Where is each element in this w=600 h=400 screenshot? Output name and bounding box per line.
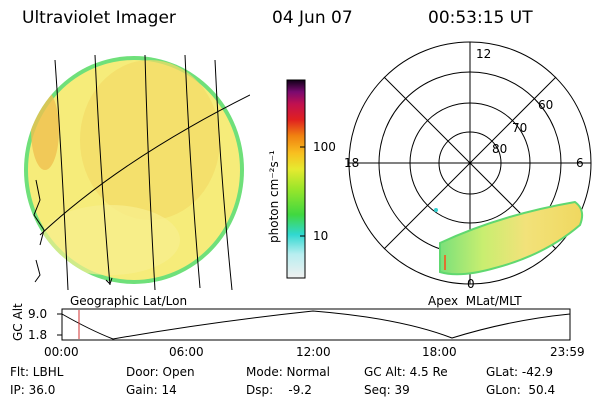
aurora-oval [434, 200, 584, 276]
mlat-label-60: 60 [538, 98, 554, 112]
colorbar-tick-100: 100 [313, 140, 336, 154]
time-label: 00:53:15 UT [428, 8, 533, 28]
mlat-label-70: 70 [512, 121, 528, 135]
altitude-xtick: 06:00 [169, 345, 204, 359]
app-title: Ultraviolet Imager [22, 8, 176, 28]
status-gain: Gain: 14 [126, 383, 177, 397]
date-label: 04 Jun 07 [272, 8, 353, 28]
altitude-ytick-9: 9.0 [28, 307, 48, 321]
status-mode: Mode: Normal [246, 365, 330, 379]
geo-panel-label: Geographic Lat/Lon [70, 294, 188, 308]
geographic-disk [24, 56, 244, 284]
status-filter: Flt: LBHL [10, 365, 64, 379]
mlt-label-6: 6 [576, 156, 584, 170]
altitude-ytick-1-8: 1.8 [28, 328, 48, 342]
status-door: Door: Open [126, 365, 195, 379]
status-gc-alt: GC Alt: 4.5 Re [364, 365, 448, 379]
status-glat: GLat: -42.9 [486, 365, 553, 379]
altitude-xtick: 00:00 [44, 345, 79, 359]
status-seq: Seq: 39 [364, 383, 410, 397]
altitude-xtick: 23:59 [550, 345, 585, 359]
status-ip: IP: 36.0 [10, 383, 56, 397]
status-dsp: Dsp: -9.2 [246, 383, 312, 397]
apex-panel-label: Apex MLat/MLT [428, 294, 522, 308]
status-glon: GLon: 50.4 [486, 383, 556, 397]
mlat-label-80: 80 [492, 142, 508, 156]
geo-grid [33, 54, 250, 291]
mlt-label-0: 0 [467, 277, 475, 291]
mlt-label-18: 18 [344, 156, 360, 170]
altitude-xtick: 18:00 [422, 345, 457, 359]
altitude-xtick: 12:00 [296, 345, 331, 359]
colorbar-unit-label: photon cm⁻²s⁻¹ [267, 150, 281, 243]
mlt-label-12: 12 [476, 47, 492, 61]
altitude-plot [57, 308, 571, 341]
color-scale [286, 79, 306, 279]
altitude-ylabel: GC Alt [11, 303, 25, 341]
colorbar-tick-10: 10 [313, 229, 329, 243]
